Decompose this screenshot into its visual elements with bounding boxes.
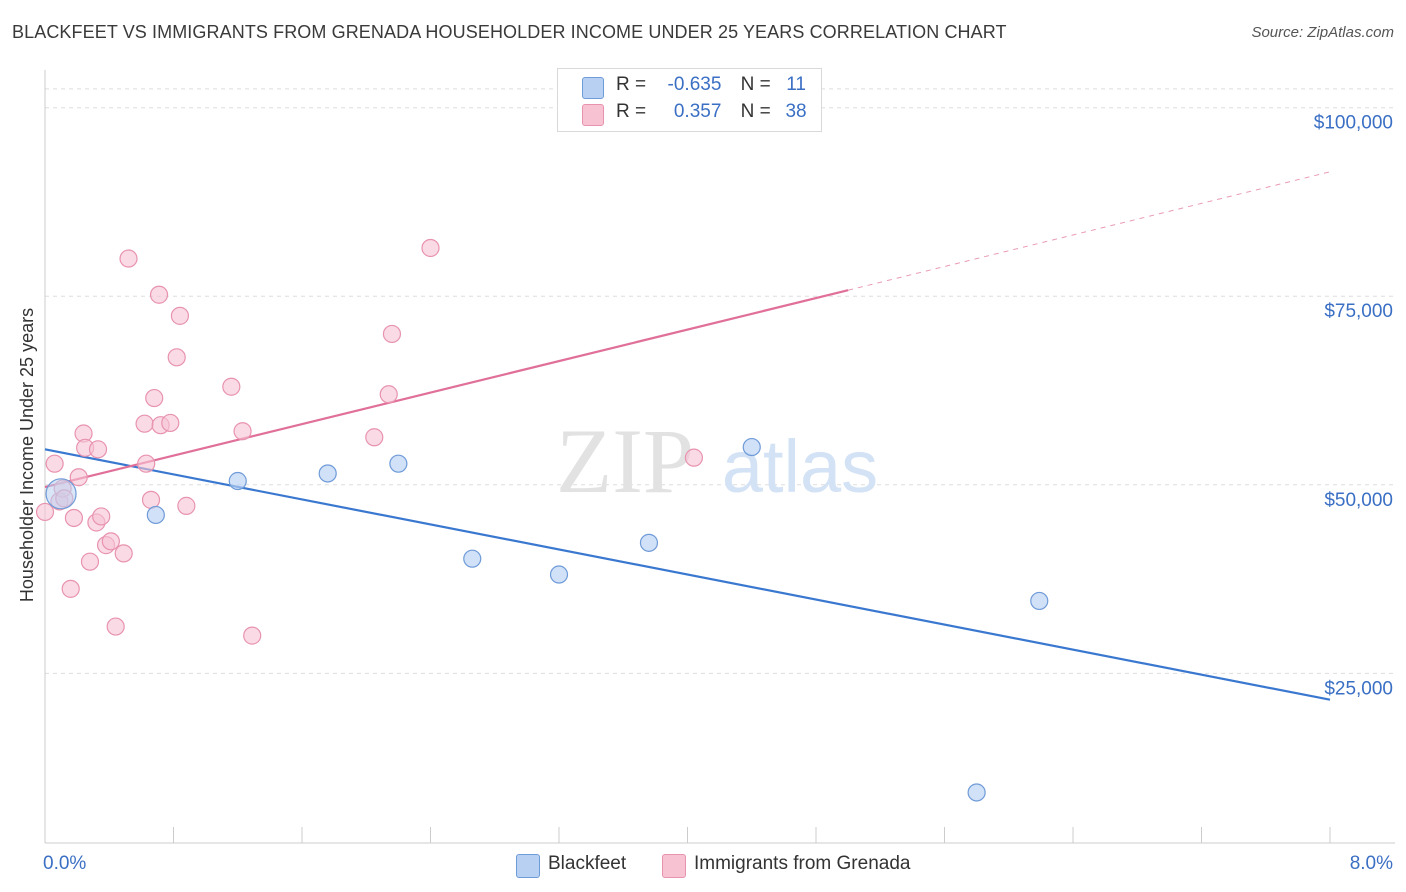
blackfeet-legend-label: Blackfeet <box>548 853 627 874</box>
y-tick-label: $100,000 <box>1314 113 1393 134</box>
axes <box>44 70 1395 844</box>
x-tick-label: 8.0% <box>1350 853 1393 874</box>
blackfeet-point <box>742 437 761 457</box>
grenada-point <box>61 579 80 598</box>
grenada-point <box>101 532 120 551</box>
blackfeet-point <box>146 505 165 525</box>
y-tick-label: $75,000 <box>1324 301 1393 322</box>
blackfeet-point <box>463 549 482 568</box>
blackfeet-points <box>45 437 1049 802</box>
grenada-point <box>92 507 111 526</box>
blackfeet-point <box>967 783 986 802</box>
grenada-point <box>64 508 84 528</box>
grenada-point <box>170 306 190 325</box>
legend-r-value-blackfeet: -0.635 <box>667 74 722 95</box>
tick-labels: $25,000 $50,000 $75,000 $100,000 0.0% 8.0% <box>43 113 1393 874</box>
blackfeet-point <box>549 565 569 584</box>
grenada-legend-label: Immigrants from Grenada <box>694 853 911 874</box>
grenada-point <box>135 414 154 433</box>
legend-r-value-grenada: 0.357 <box>673 101 722 122</box>
grenada-point <box>114 544 133 563</box>
blackfeet-point <box>45 478 77 510</box>
grenada-point <box>379 385 398 404</box>
legend-n-value-blackfeet: 11 <box>786 74 806 95</box>
grenada-point <box>119 249 138 268</box>
blackfeet-trend-line <box>44 448 1331 701</box>
grenada-point <box>382 324 402 344</box>
legend-n-label: N = <box>740 101 771 122</box>
grenada-point <box>365 428 384 447</box>
grenada-swatch <box>582 104 604 126</box>
grenada-point <box>35 502 55 522</box>
legend-n-label: N = <box>740 74 771 95</box>
grenada-point <box>106 617 125 636</box>
grenada-point <box>243 626 262 645</box>
legend-r-label: R = <box>616 101 647 122</box>
grenada-point <box>233 422 252 441</box>
grenada-point <box>45 454 64 473</box>
blackfeet-point <box>1030 591 1049 611</box>
grenada-point <box>421 238 440 258</box>
blackfeet-swatch <box>582 77 604 99</box>
stats-legend: R = -0.635 N = 11 R = 0.357 N = 38 <box>557 68 822 132</box>
grid-lines <box>45 88 1395 674</box>
grenada-point <box>80 552 100 571</box>
grenada-point <box>145 388 164 408</box>
legend-r-label: R = <box>616 74 647 95</box>
y-axis-label: Householder Income Under 25 years <box>17 308 37 602</box>
grenada-legend-swatch <box>662 854 686 878</box>
grenada-trend-line-extension <box>848 171 1331 291</box>
grenada-point <box>137 454 156 473</box>
grenada-trend-line <box>44 289 849 489</box>
legend-n-value-grenada: 38 <box>785 101 807 122</box>
watermark-atlas: atlas <box>722 425 878 508</box>
grenada-point <box>149 285 169 304</box>
y-tick-label: $25,000 <box>1324 678 1393 699</box>
y-tick-label: $50,000 <box>1324 490 1393 511</box>
x-tick-label: 0.0% <box>43 853 86 874</box>
watermark: ZIP atlas <box>556 410 878 512</box>
blackfeet-point <box>318 464 337 483</box>
grenada-point <box>177 496 196 515</box>
grenada-point <box>684 448 704 467</box>
grenada-point <box>141 490 161 509</box>
blackfeet-point <box>228 471 247 491</box>
grenada-point <box>69 468 88 487</box>
grenada-point <box>161 413 180 433</box>
grenada-point <box>167 348 186 367</box>
trend-lines <box>44 171 1331 701</box>
grenada-point <box>88 440 108 459</box>
grenada-points <box>35 238 704 645</box>
blackfeet-point <box>639 533 659 552</box>
blackfeet-point <box>389 454 408 473</box>
watermark-zip: ZIP <box>556 410 694 512</box>
source-label: Source: ZipAtlas.com <box>1251 24 1394 41</box>
blackfeet-legend-swatch <box>516 854 540 878</box>
chart-title: BLACKFEET VS IMMIGRANTS FROM GRENADA HOU… <box>12 22 1007 42</box>
grenada-point <box>222 377 241 396</box>
